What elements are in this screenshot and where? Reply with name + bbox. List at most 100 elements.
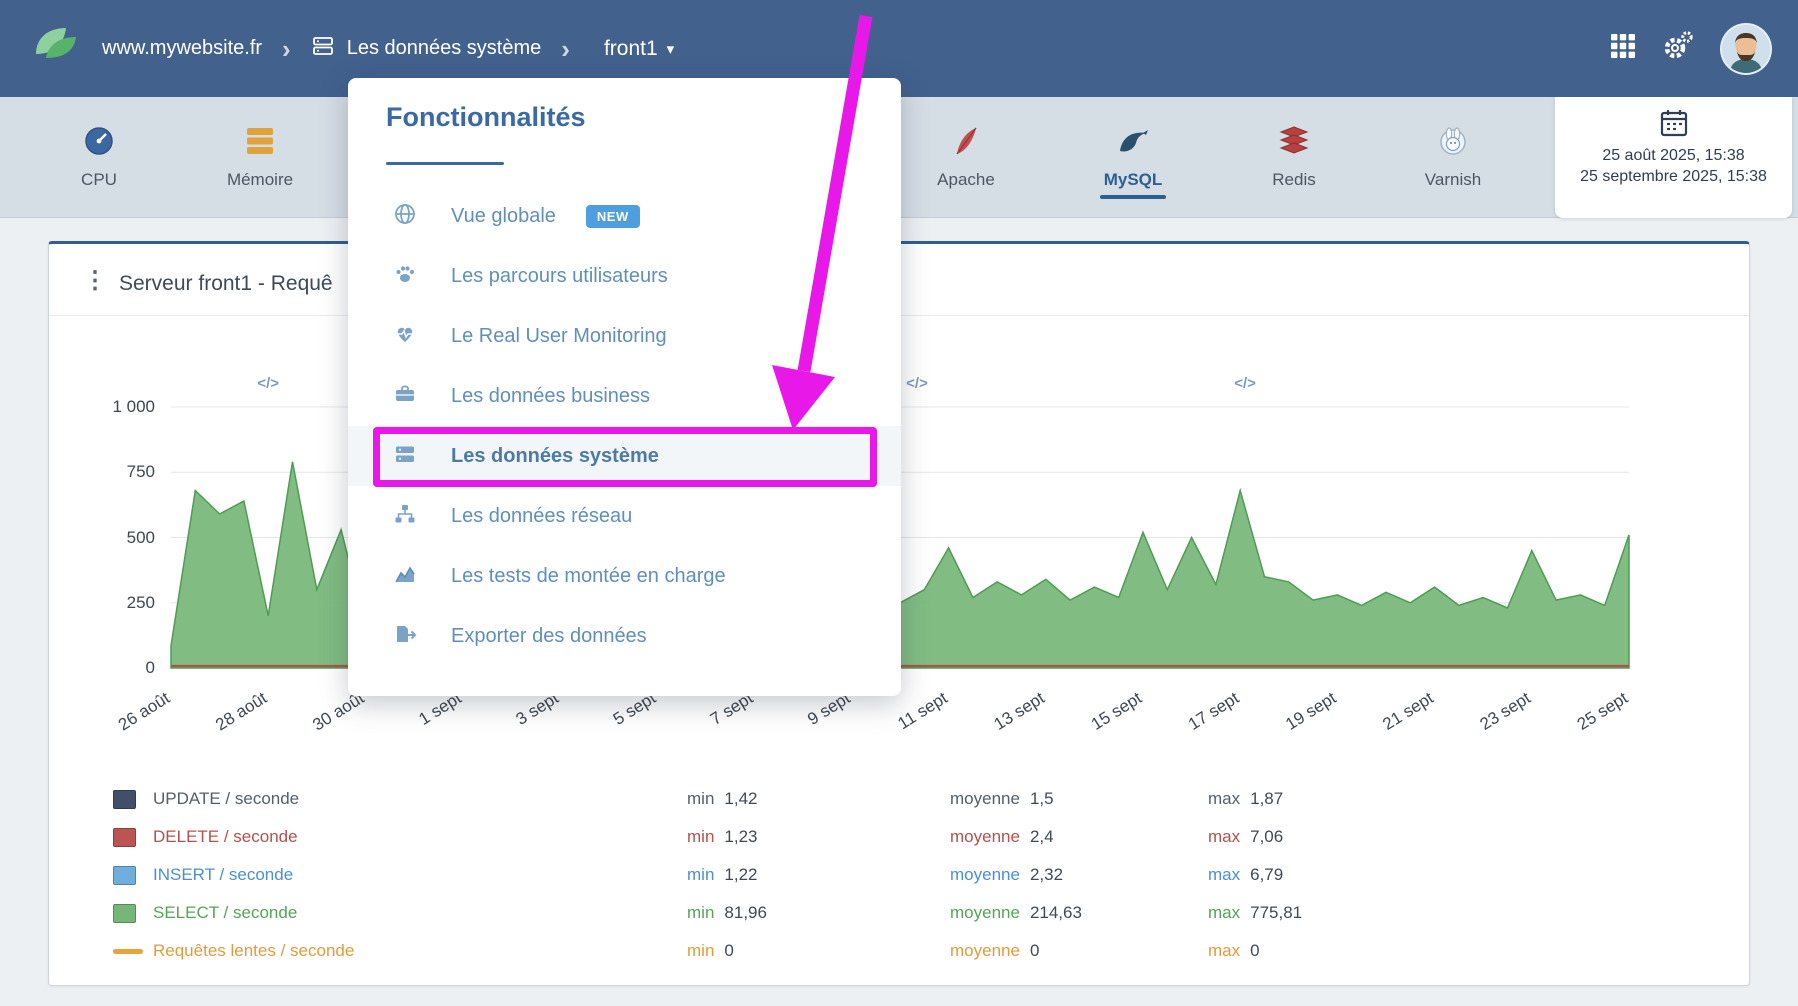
redis-cube-icon — [1278, 125, 1310, 162]
code-annotation-icon[interactable]: </> — [257, 375, 280, 392]
legend-max: max 0 — [1208, 941, 1260, 960]
code-annotation-icon[interactable]: </> — [906, 375, 928, 392]
svg-text:11 sept: 11 sept — [894, 688, 951, 733]
menu-item-donnees-reseau[interactable]: Les données réseau — [348, 486, 901, 546]
network-icon — [393, 502, 417, 531]
apps-grid-icon[interactable] — [1610, 33, 1636, 64]
server-icon — [311, 34, 335, 63]
menu-item-label: Les parcours utilisateurs — [451, 264, 668, 287]
server-stack-icon — [393, 442, 417, 471]
breadcrumb: www.mywebsite.fr › Les données système ›… — [0, 24, 674, 73]
cpu-gauge-icon — [83, 125, 115, 162]
tab-memoire[interactable]: Mémoire — [190, 97, 330, 218]
menu-item-label: Exporter des données — [451, 624, 647, 647]
svg-text:15 sept: 15 sept — [1088, 688, 1146, 734]
load-test-chart-icon — [393, 562, 417, 591]
legend-swatch — [113, 827, 136, 847]
menu-item-real-user-monitoring[interactable]: Le Real User Monitoring — [348, 306, 901, 366]
menu-item-tests-montee-en-charge[interactable]: Les tests de montée en charge — [348, 546, 901, 606]
menu-item-donnees-systeme[interactable]: Les données système — [348, 426, 901, 486]
tab-label: Redis — [1272, 170, 1316, 189]
legend-avg: moyenne 0 — [950, 941, 1040, 960]
tab-redis[interactable]: Redis — [1224, 97, 1364, 218]
y-axis-tick-label: 250 — [126, 592, 155, 612]
tab-varnish[interactable]: Varnish — [1383, 97, 1523, 218]
legend-avg: moyenne 214,63 — [950, 903, 1082, 922]
legend-swatch — [113, 789, 136, 809]
caret-down-icon[interactable]: ▾ — [666, 40, 675, 58]
tab-label: Varnish — [1424, 170, 1482, 189]
legend-avg: moyenne 2,32 — [950, 865, 1064, 884]
menu-title-underline — [386, 162, 504, 165]
menu-item-label: Les tests de montée en charge — [451, 564, 726, 587]
menu-item-exporter-des-donnees[interactable]: Exporter des données — [348, 606, 901, 666]
y-axis-tick-label: 0 — [145, 658, 155, 677]
mysql-dolphin-icon — [1116, 125, 1150, 162]
tab-label: MySQL — [1103, 170, 1163, 189]
menu-item-vue-globale[interactable]: Vue globale NEW — [348, 186, 901, 246]
legend-row-delete[interactable]: DELETE / seconde min 1,23 moyenne 2,4 max 7… — [49, 818, 1749, 856]
chart-legend: UPDATE / seconde min 1,42 moyenne 1,5 max 1… — [49, 780, 1749, 970]
menu-item-donnees-business[interactable]: Les données business — [348, 366, 901, 426]
legend-row-insert[interactable]: INSERT / seconde min 1,22 moyenne 2,32 max… — [49, 856, 1749, 894]
memory-icon — [244, 125, 276, 162]
chevron-right-icon: › — [282, 33, 291, 64]
y-axis-tick-label: 750 — [126, 462, 155, 482]
tab-mysql[interactable]: MySQL — [1063, 97, 1203, 218]
navbar-actions — [1610, 0, 1772, 97]
legend-swatch — [113, 903, 136, 923]
legend-min: min 81,96 — [687, 903, 767, 922]
legend-row-slow-queries[interactable]: Requêtes lentes / seconde min 0 moyenne 0 … — [49, 932, 1749, 970]
legend-max: max 775,81 — [1208, 903, 1303, 922]
export-icon — [393, 622, 417, 651]
gear-icon[interactable] — [1662, 31, 1694, 66]
chart-card-title: Serveur front1 - Requê — [119, 272, 333, 295]
legend-max: max 1,87 — [1208, 789, 1284, 808]
tab-label: Apache — [937, 170, 995, 189]
svg-text:19 sept: 19 sept — [1282, 688, 1340, 734]
kebab-menu-icon[interactable]: ⋮ — [83, 267, 107, 294]
legend-swatch — [113, 865, 136, 885]
date-range-end: 25 septembre 2025, 15:38 — [1580, 168, 1767, 185]
breadcrumb-section[interactable]: Les données système — [346, 37, 542, 59]
briefcase-icon — [393, 382, 417, 411]
legend-row-update[interactable]: UPDATE / seconde min 1,42 moyenne 1,5 max 1… — [49, 780, 1749, 818]
legend-label: INSERT / seconde — [153, 865, 294, 884]
code-annotation-icon[interactable]: </> — [1234, 375, 1256, 392]
avatar[interactable] — [1720, 22, 1772, 75]
tab-apache[interactable]: Apache — [896, 97, 1036, 218]
svg-text:28 août: 28 août — [212, 688, 270, 734]
legend-label: Requêtes lentes / seconde — [153, 941, 355, 960]
svg-text:17 sept: 17 sept — [1185, 688, 1243, 734]
menu-item-label: Les données business — [451, 384, 651, 407]
legend-avg: moyenne 1,5 — [950, 789, 1054, 808]
legend-max: max 7,06 — [1208, 827, 1284, 846]
menu-item-label: Les données système — [451, 444, 659, 467]
leaf-logo-icon[interactable] — [32, 24, 80, 73]
svg-text:26 août: 26 août — [115, 688, 173, 734]
globe-icon — [393, 202, 417, 231]
svg-text:25 sept: 25 sept — [1574, 688, 1632, 734]
chevron-right-icon: › — [561, 33, 570, 64]
menu-item-label: Vue globale — [451, 204, 556, 227]
legend-label: UPDATE / seconde — [153, 789, 300, 808]
breadcrumb-site[interactable]: www.mywebsite.fr — [102, 37, 263, 59]
legend-row-select[interactable]: SELECT / seconde min 81,96 moyenne 214,63 … — [49, 894, 1749, 932]
y-axis-tick-label: 500 — [126, 527, 155, 547]
legend-min: min 1,42 — [687, 789, 758, 808]
date-range-picker[interactable]: 25 août 2025, 15:38 25 septembre 2025, 1… — [1555, 97, 1792, 218]
varnish-rabbit-icon — [1437, 125, 1469, 162]
legend-min: min 1,22 — [687, 865, 758, 884]
date-range-start: 25 août 2025, 15:38 — [1602, 147, 1745, 164]
tab-cpu[interactable]: CPU — [29, 97, 169, 218]
breadcrumb-server-selector[interactable]: front1 — [603, 36, 658, 60]
menu-list: Vue globale NEW Les parcours utilisateur… — [348, 186, 901, 666]
features-dropdown-menu: Fonctionnalités Vue globale NEW — [348, 78, 901, 696]
svg-text:21 sept: 21 sept — [1379, 688, 1437, 734]
tab-label: Mémoire — [226, 170, 294, 189]
menu-item-parcours-utilisateurs[interactable]: Les parcours utilisateurs — [348, 246, 901, 306]
menu-title: Fonctionnalités — [386, 102, 586, 132]
menu-item-label: Les données réseau — [451, 504, 633, 527]
svg-text:13 sept: 13 sept — [991, 688, 1049, 734]
svg-text:23 sept: 23 sept — [1477, 688, 1535, 734]
